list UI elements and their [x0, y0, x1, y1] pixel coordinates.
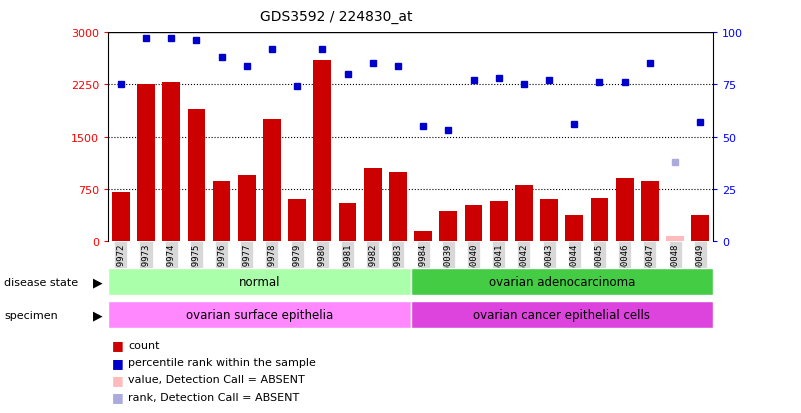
Bar	[410, 301, 713, 328]
Text: ■: ■	[112, 338, 124, 351]
Text: rank, Detection Call = ABSENT: rank, Detection Call = ABSENT	[128, 392, 300, 402]
Bar	[389, 172, 407, 242]
Bar	[515, 186, 533, 242]
Text: ovarian cancer epithelial cells: ovarian cancer epithelial cells	[473, 309, 650, 321]
Text: ■: ■	[112, 373, 124, 386]
Bar	[440, 212, 457, 242]
Text: ▶: ▶	[93, 309, 103, 321]
Bar	[137, 85, 155, 242]
Bar	[364, 169, 381, 242]
Bar	[465, 205, 482, 242]
Text: ■: ■	[112, 390, 124, 404]
Text: count: count	[128, 340, 159, 350]
Bar	[616, 179, 634, 242]
Bar	[108, 301, 410, 328]
Text: ■: ■	[112, 356, 124, 369]
Bar	[238, 176, 256, 242]
Text: percentile rank within the sample: percentile rank within the sample	[128, 357, 316, 367]
Bar	[541, 199, 558, 242]
Bar	[490, 201, 508, 242]
Bar	[288, 200, 306, 242]
Bar	[112, 193, 130, 242]
Text: disease state: disease state	[4, 277, 78, 287]
Bar	[263, 120, 280, 242]
Bar	[163, 83, 180, 242]
Bar	[641, 182, 658, 242]
Text: GDS3592 / 224830_at: GDS3592 / 224830_at	[260, 10, 413, 24]
Text: normal: normal	[239, 275, 280, 288]
Text: specimen: specimen	[4, 310, 58, 320]
Bar	[566, 216, 583, 242]
Bar	[691, 215, 709, 242]
Bar	[666, 236, 684, 242]
Bar	[313, 61, 331, 242]
Bar	[108, 268, 410, 295]
Text: ▶: ▶	[93, 275, 103, 288]
Text: ovarian adenocarcinoma: ovarian adenocarcinoma	[489, 275, 635, 288]
Text: value, Detection Call = ABSENT: value, Detection Call = ABSENT	[128, 375, 305, 385]
Text: ovarian surface epithelia: ovarian surface epithelia	[186, 309, 333, 321]
Bar	[414, 231, 432, 242]
Bar	[410, 268, 713, 295]
Bar	[213, 182, 231, 242]
Bar	[187, 109, 205, 242]
Bar	[339, 203, 356, 242]
Bar	[590, 199, 608, 242]
